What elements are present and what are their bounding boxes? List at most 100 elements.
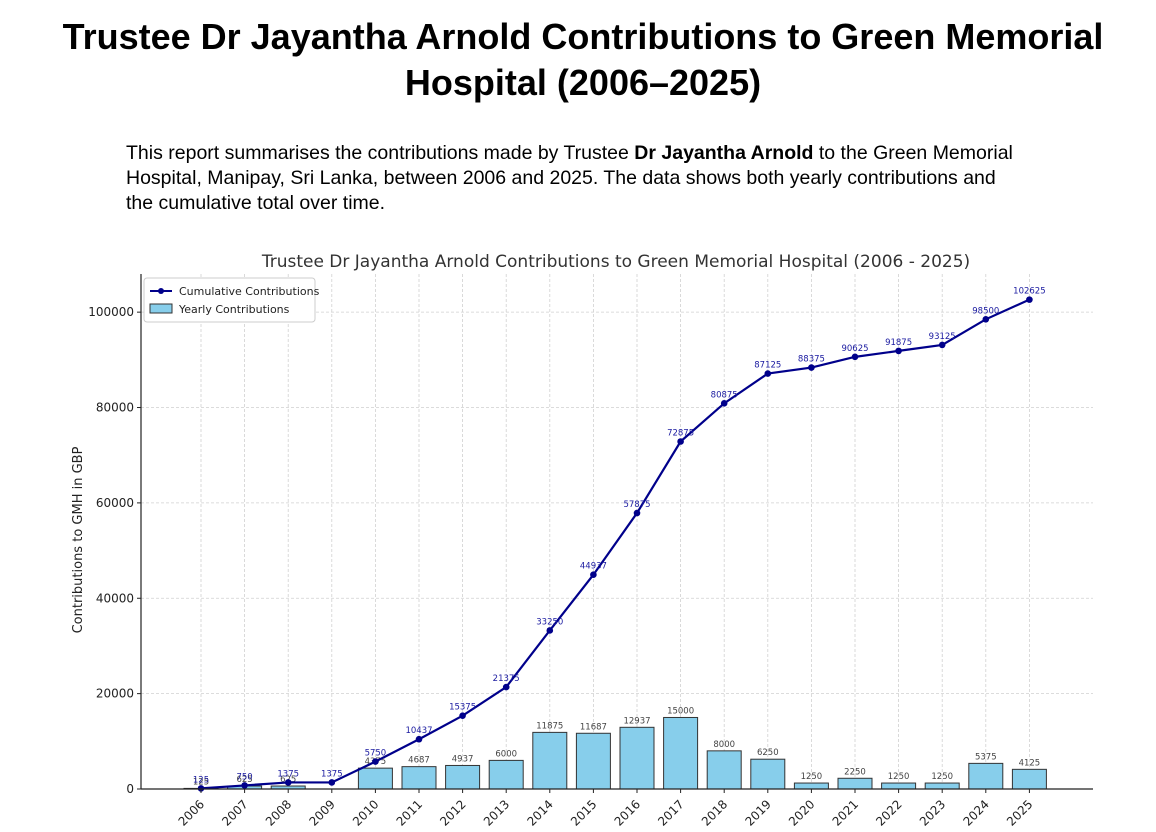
yearly-bar-label: 11875	[536, 721, 563, 731]
cumulative-polyline	[200, 298, 1030, 790]
yearly-bar-label: 2250	[844, 767, 866, 777]
cumulative-point	[415, 735, 423, 743]
x-tick-label: 2021	[830, 797, 861, 828]
yearly-bar	[924, 782, 960, 790]
yearly-bars: 1256256254375468749376000118751168712937…	[183, 706, 1047, 790]
intro-text-start: This report summarises the contributions…	[126, 142, 635, 164]
yearly-bar-label: 4125	[1019, 758, 1041, 768]
yearly-bar-label: 11687	[580, 722, 607, 732]
cumulative-point	[459, 712, 466, 719]
cumulative-point-label: 102625	[1013, 287, 1045, 297]
cumulative-point-label: 21375	[493, 674, 520, 684]
cumulative-point	[808, 364, 815, 371]
axes: 0 20000 40000 60000 80000 100000 2006 2007 2008 2…	[88, 274, 1093, 829]
yearly-bar	[1011, 768, 1047, 790]
y-tick-label: 100000	[88, 305, 134, 319]
yearly-bar-label: 8000	[713, 740, 735, 750]
cumulative-point-label: 90625	[841, 344, 868, 354]
yearly-bar-label: 125	[193, 777, 209, 787]
x-tick-label: 2024	[960, 797, 991, 828]
yearly-bar	[532, 731, 568, 790]
cumulative-point-label: 87125	[754, 361, 781, 371]
cumulative-point-label: 44937	[580, 562, 607, 572]
x-tick-label: 2014	[524, 797, 555, 828]
cumulative-point-label: 91875	[885, 338, 912, 348]
yearly-bar	[881, 782, 917, 790]
cumulative-point	[1026, 296, 1033, 303]
cumulative-line: 125 750 1375 1375 5750 10437 15375 21375 33250 44…	[193, 287, 1046, 792]
contributions-chart: Trustee Dr Jayantha Arnold Contributions…	[71, 252, 1093, 829]
yearly-bar	[968, 762, 1004, 790]
cumulative-point-label: 88375	[798, 355, 825, 365]
x-tick-label: 2023	[917, 797, 948, 828]
y-axis-label: Contributions to GMH in GBP	[71, 446, 86, 633]
yearly-bar-label: 6000	[495, 749, 517, 759]
yearly-bar	[706, 750, 742, 790]
y-tick-label: 40000	[96, 591, 134, 605]
yearly-bar	[663, 716, 699, 790]
yearly-bar	[357, 767, 393, 790]
cumulative-point-label: 1375	[321, 769, 343, 779]
x-tick-label: 2009	[306, 797, 337, 828]
legend-box	[143, 277, 316, 323]
chart-title: Trustee Dr Jayantha Arnold Contributions…	[261, 252, 970, 272]
x-tick-label: 2017	[655, 797, 686, 828]
cumulative-point-label: 15375	[449, 703, 476, 713]
x-tick-label: 2013	[481, 797, 512, 828]
cumulative-point	[633, 509, 641, 517]
yearly-bar-label: 5375	[975, 752, 997, 762]
intro-paragraph: This report summarises the contributions…	[126, 141, 1026, 216]
legend-bar-swatch	[149, 303, 173, 314]
cumulative-point	[720, 400, 728, 407]
x-tick-label: 2008	[263, 797, 294, 828]
yearly-bar	[575, 732, 611, 790]
yearly-bar	[488, 759, 524, 790]
yearly-bar-label: 4687	[408, 756, 430, 766]
legend-cumulative-label: Cumulative Contributions	[179, 285, 320, 298]
y-tick-label: 80000	[96, 401, 134, 415]
cumulative-point	[895, 347, 902, 355]
cumulative-point-label: 57875	[623, 500, 650, 510]
cumulative-point	[590, 571, 597, 579]
cumulative-point	[938, 341, 946, 349]
yearly-bar	[750, 758, 786, 790]
intro-text-end: to the Green Memorial Hospital, Manipay,…	[126, 142, 1013, 214]
yearly-bar-label: 1250	[931, 772, 953, 782]
x-tick-label: 2011	[394, 797, 425, 828]
page-title: Trustee Dr Jayantha Arnold Contributions…	[62, 16, 1104, 103]
y-tick-label: 60000	[96, 496, 134, 510]
yearly-bar	[401, 766, 437, 790]
cumulative-point	[502, 683, 510, 691]
yearly-bar-label: 12937	[623, 716, 650, 726]
cumulative-point-label: 93125	[929, 332, 956, 342]
cumulative-point	[851, 353, 859, 361]
yearly-bar-label: 1250	[888, 772, 910, 782]
cumulative-point	[982, 316, 990, 323]
cumulative-point	[372, 758, 379, 765]
x-tick-label: 2007	[219, 797, 250, 828]
cumulative-point-label: 750	[236, 772, 252, 782]
x-tick-label: 2010	[350, 797, 381, 828]
y-tick-label: 0	[126, 782, 134, 796]
yearly-bar-label: 625	[236, 775, 252, 785]
cumulative-point-label: 98500	[972, 306, 999, 316]
cumulative-point	[328, 779, 336, 786]
yearly-bar	[793, 782, 829, 790]
cumulative-point-label: 1375	[277, 769, 299, 779]
x-tick-label: 2020	[786, 797, 817, 828]
x-tick-label: 2025	[1004, 797, 1035, 828]
x-tick-label: 2012	[437, 797, 468, 828]
cumulative-point	[284, 779, 292, 786]
grid	[141, 274, 1093, 790]
yearly-bar	[445, 764, 481, 790]
cumulative-point	[764, 370, 772, 377]
cumulative-point-label: 125	[193, 775, 209, 785]
yearly-bar-label: 6250	[757, 748, 779, 758]
cumulative-point	[546, 627, 554, 634]
legend: Cumulative Contributions Yearly Contribu…	[143, 277, 320, 323]
y-tick-label: 20000	[96, 687, 134, 701]
legend-dot-marker	[158, 288, 164, 294]
x-tick-label: 2022	[873, 797, 904, 828]
cumulative-point-label: 33250	[536, 617, 563, 627]
yearly-bar	[837, 777, 873, 790]
